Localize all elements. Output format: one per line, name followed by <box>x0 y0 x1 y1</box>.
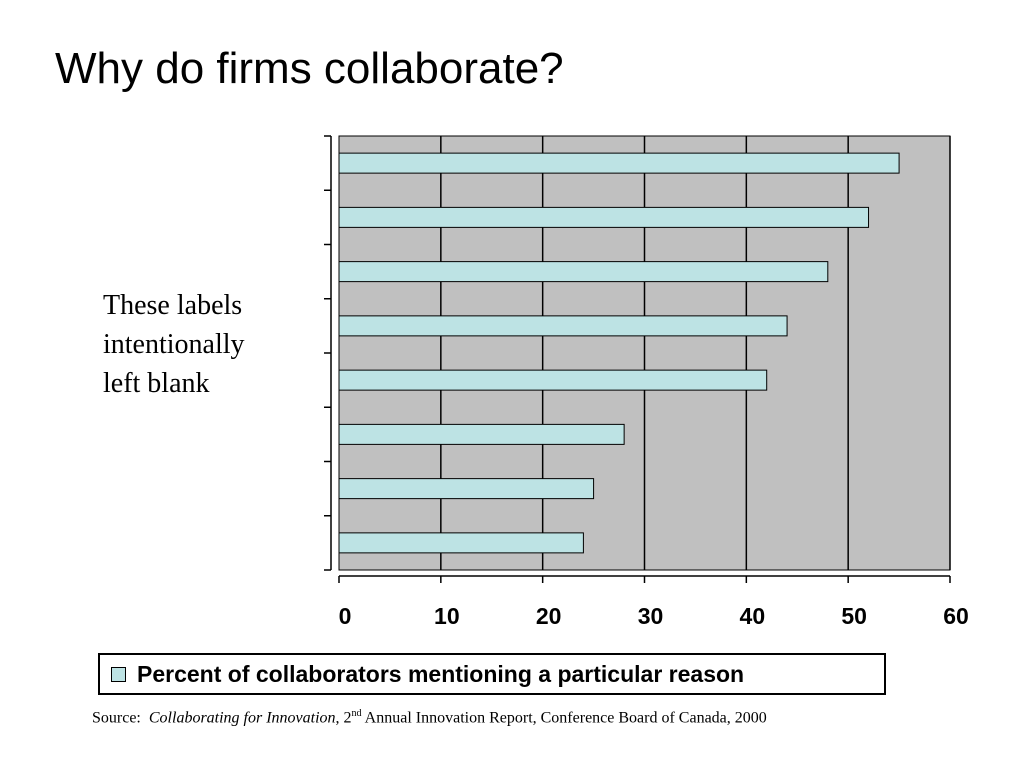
side-note-line-3: left blank <box>103 368 210 399</box>
side-note: These labels intentionally left blank <box>103 286 303 403</box>
source-prefix: Source: <box>92 709 141 727</box>
bar-4 <box>338 315 788 337</box>
side-note-line-2: intentionally <box>103 329 245 360</box>
x-tick-label-1: 10 <box>434 603 460 629</box>
legend-swatch <box>111 666 126 682</box>
bar-chart: 0 10 20 30 40 50 60 <box>324 135 969 629</box>
x-tick-label-5: 50 <box>841 603 867 629</box>
bar-5 <box>338 369 768 391</box>
x-tick-label-2: 20 <box>536 603 562 629</box>
x-tick-label-4: 40 <box>740 603 766 629</box>
bar-1 <box>338 152 900 174</box>
bar-8 <box>338 532 584 554</box>
source-citation: Source: Collaborating for Innovation, 2n… <box>92 708 767 727</box>
source-after-title: , 2 <box>335 709 352 727</box>
bar-2 <box>338 206 870 228</box>
legend-label: Percent of collaborators mentioning a pa… <box>137 660 745 687</box>
source-title: Collaborating for Innovation <box>148 709 336 727</box>
source-ordinal-suffix: nd <box>351 708 362 719</box>
x-tick-label-0: 0 <box>339 603 352 629</box>
x-tick-label-6: 60 <box>943 603 969 629</box>
bar-3 <box>338 261 829 283</box>
bar-7 <box>338 478 595 500</box>
bar-6 <box>338 423 625 445</box>
side-note-line-1: These labels <box>103 290 243 321</box>
source-rest: Annual Innovation Report, Conference Boa… <box>361 709 767 727</box>
legend: Percent of collaborators mentioning a pa… <box>98 653 886 695</box>
x-tick-label-3: 30 <box>638 603 664 629</box>
slide-title: Why do firms collaborate? <box>55 44 564 93</box>
plot-area: 0 10 20 30 40 50 60 <box>324 135 969 629</box>
